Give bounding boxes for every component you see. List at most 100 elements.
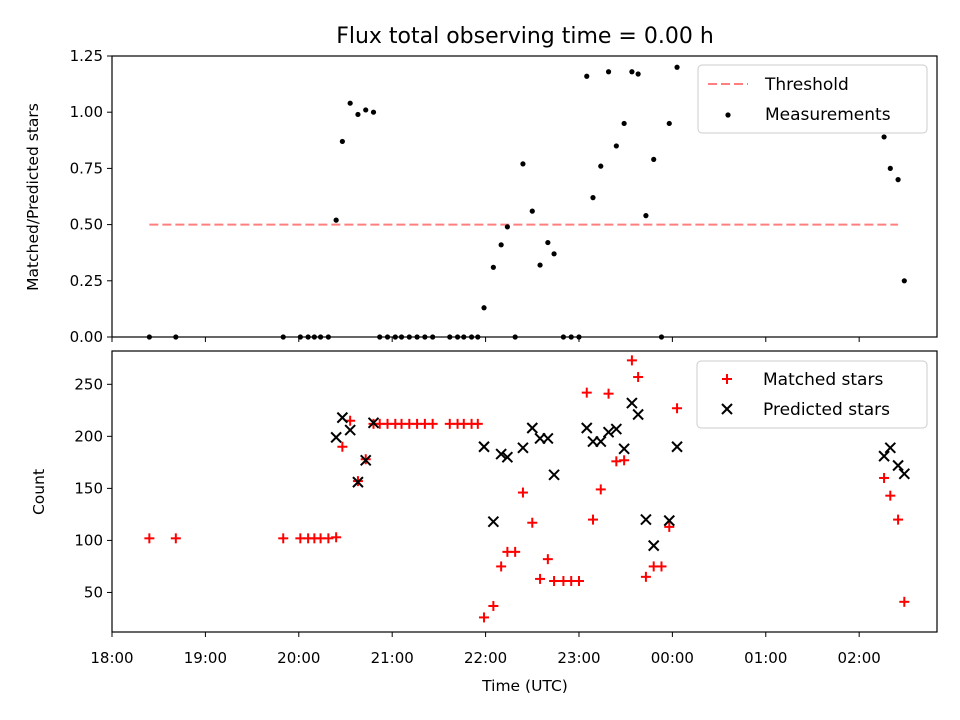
predicted-point (336, 411, 349, 424)
bottom-y-axis-label: Count (30, 469, 48, 515)
top-y-axis-label: Matched/Predicted stars (24, 103, 42, 291)
measurement-point (629, 69, 635, 75)
top-y-tick-label: 0.00 (70, 328, 103, 346)
measurement-point (643, 213, 649, 219)
top-y-tick-label: 1.25 (70, 47, 103, 65)
predicted-point (542, 432, 554, 445)
x-tick-label: 19:00 (184, 649, 227, 667)
matched-point (144, 533, 155, 544)
predicted-point (495, 448, 507, 460)
bottom-y-tick-label: 200 (74, 427, 103, 445)
bottom-y-tick-label: 250 (74, 375, 103, 393)
predicted-point (618, 443, 630, 455)
measurement-point (355, 111, 361, 118)
predicted-point (548, 469, 560, 481)
legend-measurements-label: Measurements (765, 105, 891, 125)
matched-point (278, 533, 289, 544)
predicted-point (626, 397, 638, 409)
measurement-point (895, 177, 901, 183)
measurement-point (635, 71, 641, 77)
matched-point (664, 521, 675, 532)
predicted-point (367, 417, 380, 429)
measurement-point (901, 278, 907, 284)
legend-x-marker (721, 403, 733, 415)
matched-point (331, 532, 342, 543)
matched-point (879, 472, 890, 483)
predicted-point (360, 454, 372, 466)
count-points (144, 355, 911, 623)
bottom-panel: 50 100 150 200 250 18:00 19:00 20:00 21:00 22:00… (30, 350, 938, 695)
top-y-axis: 0.00 0.25 0.50 0.75 1.00 1.25 (70, 47, 112, 346)
matched-point (542, 554, 553, 565)
predicted-point (671, 441, 683, 453)
predicted-point (892, 459, 904, 472)
x-tick-label: 00:00 (651, 649, 694, 667)
matched-point (427, 418, 438, 429)
x-tick-label: 18:00 (90, 649, 133, 667)
predicted-point (602, 426, 615, 438)
measurement-point (887, 165, 893, 171)
bottom-y-tick-label: 50 (84, 583, 103, 601)
x-tick-label: 22:00 (464, 649, 507, 667)
predicted-point (610, 423, 623, 435)
measurement-point (881, 134, 887, 140)
top-legend-box (697, 64, 928, 134)
matched-point (170, 533, 181, 544)
matched-point (535, 573, 546, 584)
bottom-y-tick-label: 100 (74, 531, 103, 549)
predicted-point (501, 451, 514, 463)
predicted-point (595, 435, 607, 448)
predicted-point (344, 424, 356, 436)
measurement-point (621, 120, 627, 127)
predicted-point (581, 422, 593, 434)
matched-point (496, 561, 507, 572)
matched-point (472, 418, 483, 429)
legend-predicted-label: Predicted stars (763, 400, 890, 420)
legend-matched-label: Matched stars (763, 370, 883, 390)
predicted-point (647, 539, 660, 552)
top-axes-frame (111, 55, 938, 338)
measurement-point (504, 224, 510, 230)
matched-point (899, 596, 910, 607)
predicted-point (352, 476, 364, 488)
predicted-point (884, 442, 897, 454)
top-y-tick-label: 1.00 (70, 103, 103, 121)
measurement-point (363, 107, 369, 113)
matched-point (640, 571, 651, 582)
predicted-point (330, 431, 342, 444)
measurement-point (613, 143, 619, 149)
bottom-y-tick-label: 150 (74, 479, 103, 497)
measurement-point (598, 163, 604, 169)
matched-point (573, 576, 584, 587)
legend-matched-swatch (722, 374, 732, 384)
measurement-point (333, 217, 339, 223)
matched-point (626, 355, 637, 366)
matched-point (633, 372, 644, 383)
predicted-point (526, 422, 538, 434)
bottom-x-axis: 18:00 19:00 20:00 21:00 22:00 23:00 00:00 01:00… (90, 632, 881, 667)
measurement-point (537, 262, 543, 268)
measurement-point (490, 264, 496, 270)
measurement-point (584, 73, 590, 79)
x-tick-label: 23:00 (557, 649, 600, 667)
measurement-point (590, 195, 596, 201)
chart-title: Flux total observing time = 0.00 h (336, 24, 714, 49)
measurement-point (605, 69, 612, 75)
matched-point (619, 455, 630, 466)
x-tick-label: 21:00 (371, 649, 414, 667)
matched-point (549, 576, 560, 587)
matched-point (323, 533, 334, 544)
matched-point (527, 517, 538, 528)
matched-point (893, 514, 904, 525)
matched-point (517, 487, 528, 498)
matched-point (595, 484, 606, 495)
bottom-y-axis: 50 100 150 200 250 (74, 375, 112, 601)
matched-point (672, 403, 683, 414)
legend-predicted-swatch (721, 403, 733, 415)
predicted-point (640, 513, 652, 526)
measurement-point (347, 100, 353, 106)
matched-point (510, 546, 521, 557)
matched-point (488, 600, 499, 611)
bottom-legend: Matched stars Predicted stars (696, 360, 928, 429)
